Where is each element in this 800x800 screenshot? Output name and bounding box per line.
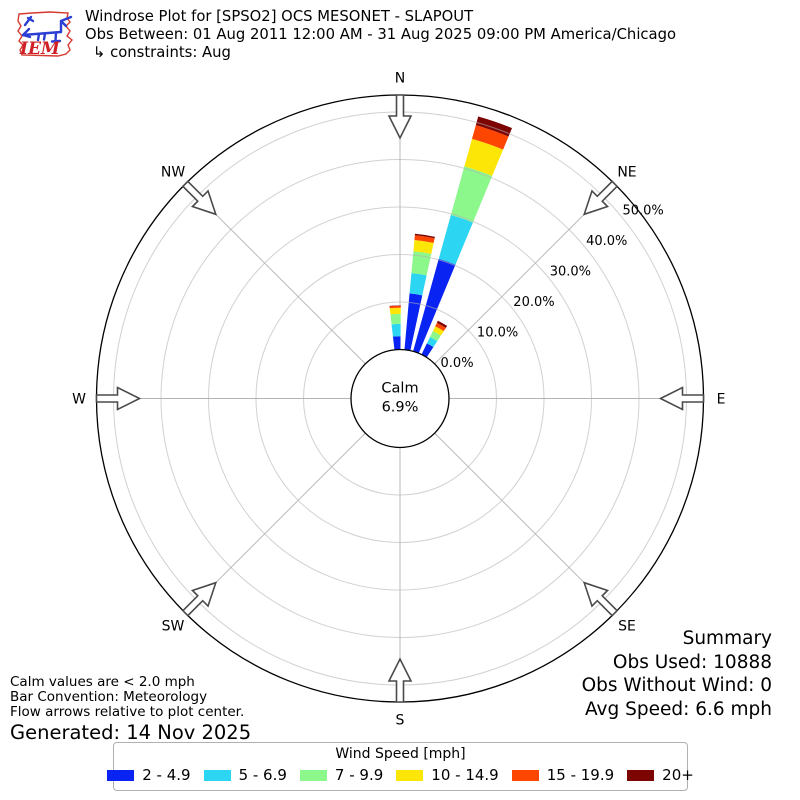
header: Windrose Plot for [SPSO2] OCS MESONET - … bbox=[85, 8, 785, 62]
legend-item: 10 - 14.9 bbox=[396, 766, 499, 784]
legend-item: 15 - 19.9 bbox=[511, 766, 615, 784]
grid-ring bbox=[208, 206, 592, 591]
calm-label: Calm bbox=[381, 381, 418, 397]
radial-tick-label: 20.0% bbox=[513, 295, 554, 310]
flow-arrow-sw bbox=[181, 581, 218, 617]
windrose-wedge bbox=[438, 214, 473, 265]
windrose-wedge bbox=[392, 336, 401, 350]
legend-label: 7 - 9.9 bbox=[334, 766, 384, 784]
legend-title: Wind Speed [mph] bbox=[335, 746, 466, 762]
windrose-wedge bbox=[390, 313, 401, 325]
obs-used: Obs Used: 10888 bbox=[612, 651, 772, 673]
compass-label-e: E bbox=[717, 392, 726, 408]
grid-ring bbox=[255, 254, 545, 543]
calm-circle bbox=[350, 348, 450, 449]
compass-label-ne: NE bbox=[617, 165, 636, 181]
legend-label: 15 - 19.9 bbox=[546, 766, 615, 784]
radial-tick-label: 50.0% bbox=[622, 203, 663, 218]
legend-item: 5 - 6.9 bbox=[203, 766, 287, 784]
weather-vane-icon bbox=[21, 15, 73, 43]
calm-label: 6.9% bbox=[382, 400, 419, 416]
page-title: Windrose Plot for [SPSO2] OCS MESONET - … bbox=[85, 8, 474, 25]
legend-label: 20+ bbox=[662, 766, 694, 784]
windrose-wedge bbox=[426, 336, 438, 348]
compass-label-se: SE bbox=[618, 618, 636, 634]
windrose-wedge bbox=[413, 258, 456, 354]
calm-note: Calm values are < 2.0 mph bbox=[10, 674, 195, 690]
flow-arrow-nw bbox=[181, 180, 218, 216]
constraints-line: ↳ constraints: Aug bbox=[93, 44, 231, 61]
radial-tick-label: 40.0% bbox=[586, 234, 627, 249]
windrose-wedge bbox=[430, 330, 441, 342]
iem-logo: IEM bbox=[17, 11, 73, 59]
windrose-wedge bbox=[404, 293, 423, 351]
flow-arrow-s bbox=[387, 657, 413, 703]
windrose-wedge bbox=[413, 239, 434, 255]
grid-ring bbox=[303, 301, 497, 496]
legend-item: 20+ bbox=[627, 766, 694, 784]
windrose-wedge bbox=[389, 307, 401, 315]
windrose-wedge bbox=[389, 305, 401, 309]
iem-logo-text: IEM bbox=[19, 39, 61, 59]
grid-ring bbox=[160, 159, 640, 638]
legend-items: 2 - 4.9 5 - 6.9 7 - 9.9 10 - 14.9 15 - 19.9 2… bbox=[107, 766, 694, 784]
legend-swatch-icon bbox=[627, 769, 655, 781]
legend-swatch-icon bbox=[299, 769, 327, 781]
windrose-wedge bbox=[389, 305, 401, 307]
compass-label-w: W bbox=[72, 392, 86, 408]
legend-swatch-icon bbox=[396, 769, 424, 781]
radial-tick-label: 10.0% bbox=[477, 325, 518, 340]
obs-range-subtitle: Obs Between: 01 Aug 2011 12:00 AM - 31 A… bbox=[85, 26, 677, 43]
windrose-wedge bbox=[414, 233, 435, 239]
flow-arrow-ne bbox=[582, 180, 619, 216]
bar-convention-note: Bar Convention: Meteorology bbox=[10, 689, 208, 706]
legend-swatch-icon bbox=[511, 769, 539, 781]
windrose-wedge bbox=[471, 125, 509, 150]
windrose-wedge bbox=[450, 166, 493, 223]
legend-swatch-icon bbox=[203, 769, 231, 781]
flow-arrow-se bbox=[582, 581, 619, 617]
legend-label: 2 - 4.9 bbox=[142, 766, 191, 784]
windrose-wedge bbox=[436, 320, 448, 328]
windrose-wedge bbox=[464, 138, 504, 176]
compass-label-sw: SW bbox=[162, 618, 185, 634]
compass-label-s: S bbox=[396, 713, 405, 729]
radial-tick-label: 0.0% bbox=[441, 356, 474, 371]
plot-notes: Calm values are < 2.0 mph Bar Convention… bbox=[10, 674, 252, 744]
legend-item: 7 - 9.9 bbox=[299, 766, 384, 784]
legend-swatch-icon bbox=[107, 769, 135, 781]
compass-label-nw: NW bbox=[161, 165, 185, 181]
windrose-wedge bbox=[414, 235, 435, 243]
flow-arrow-e bbox=[658, 386, 705, 411]
flow-arrows-note: Flow arrows relative to plot center. bbox=[10, 704, 245, 721]
flow-arrow-w bbox=[95, 386, 142, 411]
windrose-wedge bbox=[421, 343, 434, 358]
legend-item: 2 - 4.9 bbox=[107, 766, 191, 784]
windrose-wedge bbox=[409, 273, 427, 296]
summary-block: Summary Obs Used: 10888 Obs Without Wind… bbox=[582, 627, 772, 721]
legend-label: 10 - 14.9 bbox=[431, 766, 499, 784]
obs-without-wind: Obs Without Wind: 0 bbox=[581, 675, 772, 696]
windrose-wedge bbox=[432, 326, 444, 336]
windrose-wedge bbox=[391, 323, 401, 337]
generated-date: Generated: 14 Nov 2025 bbox=[10, 720, 252, 744]
windrose-wedge bbox=[435, 322, 446, 332]
wind-speed-legend: Wind Speed [mph] 2 - 4.9 5 - 6.9 7 - 9.9 10… bbox=[107, 742, 694, 791]
radial-tick-label: 30.0% bbox=[550, 264, 591, 279]
compass-label-n: N bbox=[395, 71, 405, 87]
avg-speed: Avg Speed: 6.6 mph bbox=[584, 698, 772, 720]
summary-title: Summary bbox=[682, 628, 772, 649]
flow-arrow-n bbox=[387, 94, 413, 140]
legend-label: 5 - 6.9 bbox=[238, 766, 287, 784]
